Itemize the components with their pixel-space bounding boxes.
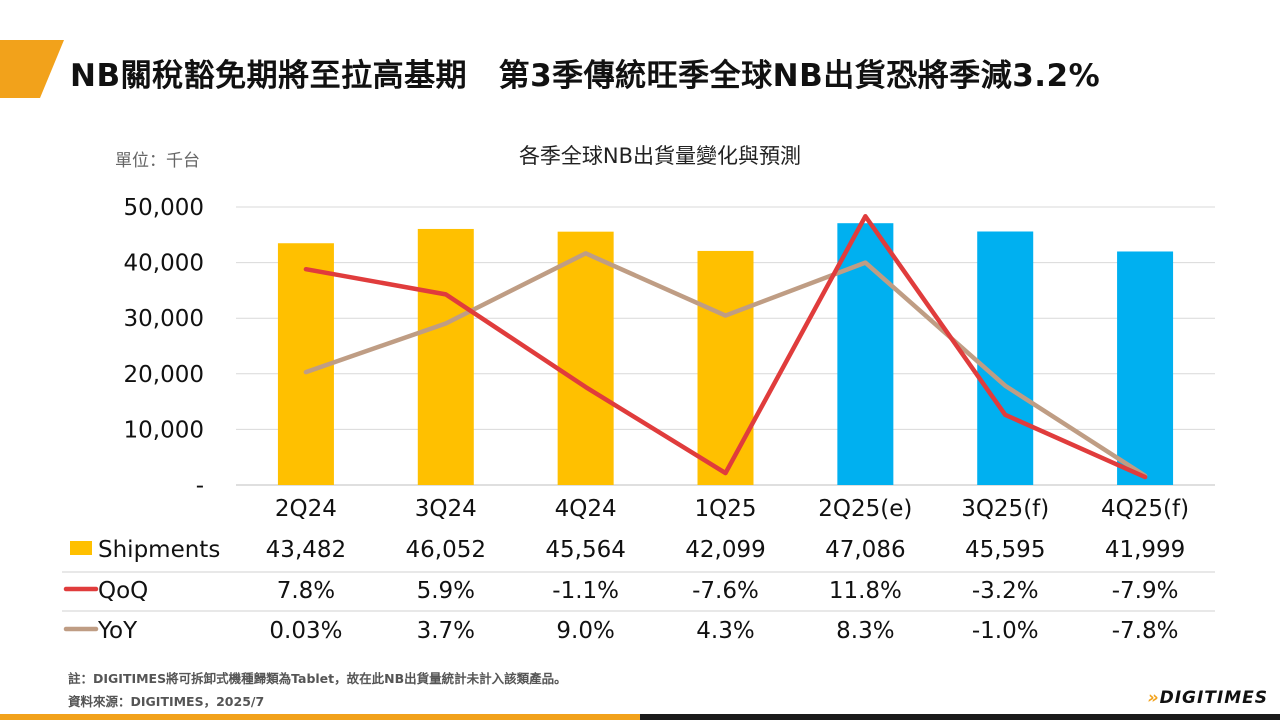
page-title: NB關稅豁免期將至拉高基期 第3季傳統旺季全球NB出貨恐將季減3.2% xyxy=(70,58,1101,94)
table-cell-yoy: 9.0% xyxy=(556,618,614,644)
legend-label-qoq: QoQ xyxy=(98,578,148,604)
y-tick-label: 30,000 xyxy=(124,306,204,332)
y-tick-label: 10,000 xyxy=(124,417,204,443)
y-tick-label: 20,000 xyxy=(124,362,204,388)
x-tick-label: 3Q25(f) xyxy=(961,496,1049,522)
table-cell-qoq: 11.8% xyxy=(829,578,902,604)
table-cell-yoy: -1.0% xyxy=(972,618,1039,644)
bar-3q24 xyxy=(417,228,474,486)
table-cell-shipments: 46,052 xyxy=(406,537,486,563)
table-cell-yoy: 8.3% xyxy=(836,618,894,644)
bottom-bar-dark xyxy=(640,714,1280,720)
legend-label-yoy: YoY xyxy=(97,618,138,644)
y-tick-label: 40,000 xyxy=(124,251,204,277)
bar-2q25e xyxy=(837,223,894,485)
y-tick-label: 50,000 xyxy=(124,195,204,221)
table-cell-yoy: 3.7% xyxy=(417,618,475,644)
bottom-bar-orange xyxy=(0,714,640,720)
bar-4q25f xyxy=(1117,251,1174,485)
table-cell-qoq: 7.8% xyxy=(277,578,335,604)
legend-swatch-shipments xyxy=(70,541,92,555)
footnote-source: 資料來源：DIGITIMES，2025/7 xyxy=(68,694,265,709)
table-cell-shipments: 47,086 xyxy=(825,537,905,563)
bar-1q25 xyxy=(697,250,754,485)
table-cell-qoq: -3.2% xyxy=(972,578,1039,604)
x-tick-label: 4Q24 xyxy=(555,496,617,522)
bar-4q24 xyxy=(557,231,614,485)
table-cell-shipments: 42,099 xyxy=(685,537,765,563)
table-cell-shipments: 43,482 xyxy=(266,537,346,563)
table-cell-shipments: 41,999 xyxy=(1105,537,1185,563)
digitimes-logo: »DIGITIMES xyxy=(1147,688,1268,708)
table-cell-shipments: 45,564 xyxy=(545,537,625,563)
y-tick-label: - xyxy=(196,473,204,499)
table-cell-yoy: 4.3% xyxy=(696,618,754,644)
legend-label-shipments: Shipments xyxy=(98,537,220,563)
x-tick-label: 4Q25(f) xyxy=(1101,496,1189,522)
table-cell-qoq: 5.9% xyxy=(417,578,475,604)
x-tick-label: 2Q24 xyxy=(275,496,337,522)
table-cell-qoq: -7.9% xyxy=(1112,578,1179,604)
x-tick-label: 3Q24 xyxy=(415,496,477,522)
table-cell-yoy: 0.03% xyxy=(269,618,342,644)
table-cell-qoq: -1.1% xyxy=(552,578,619,604)
footnote-note: 註：DIGITIMES將可拆卸式機種歸類為Tablet，故在此NB出貨量統計未計… xyxy=(68,671,567,686)
header-accent-shape xyxy=(0,40,64,98)
x-tick-label: 1Q25 xyxy=(694,496,756,522)
table-cell-yoy: -7.8% xyxy=(1112,618,1179,644)
x-tick-label: 2Q25(e) xyxy=(818,496,912,522)
bar-3q25f xyxy=(977,231,1034,485)
table-cell-qoq: -7.6% xyxy=(692,578,759,604)
unit-label: 單位：千台 xyxy=(115,151,200,171)
table-cell-shipments: 45,595 xyxy=(965,537,1045,563)
chart-title: 各季全球NB出貨量變化與預測 xyxy=(518,144,802,168)
